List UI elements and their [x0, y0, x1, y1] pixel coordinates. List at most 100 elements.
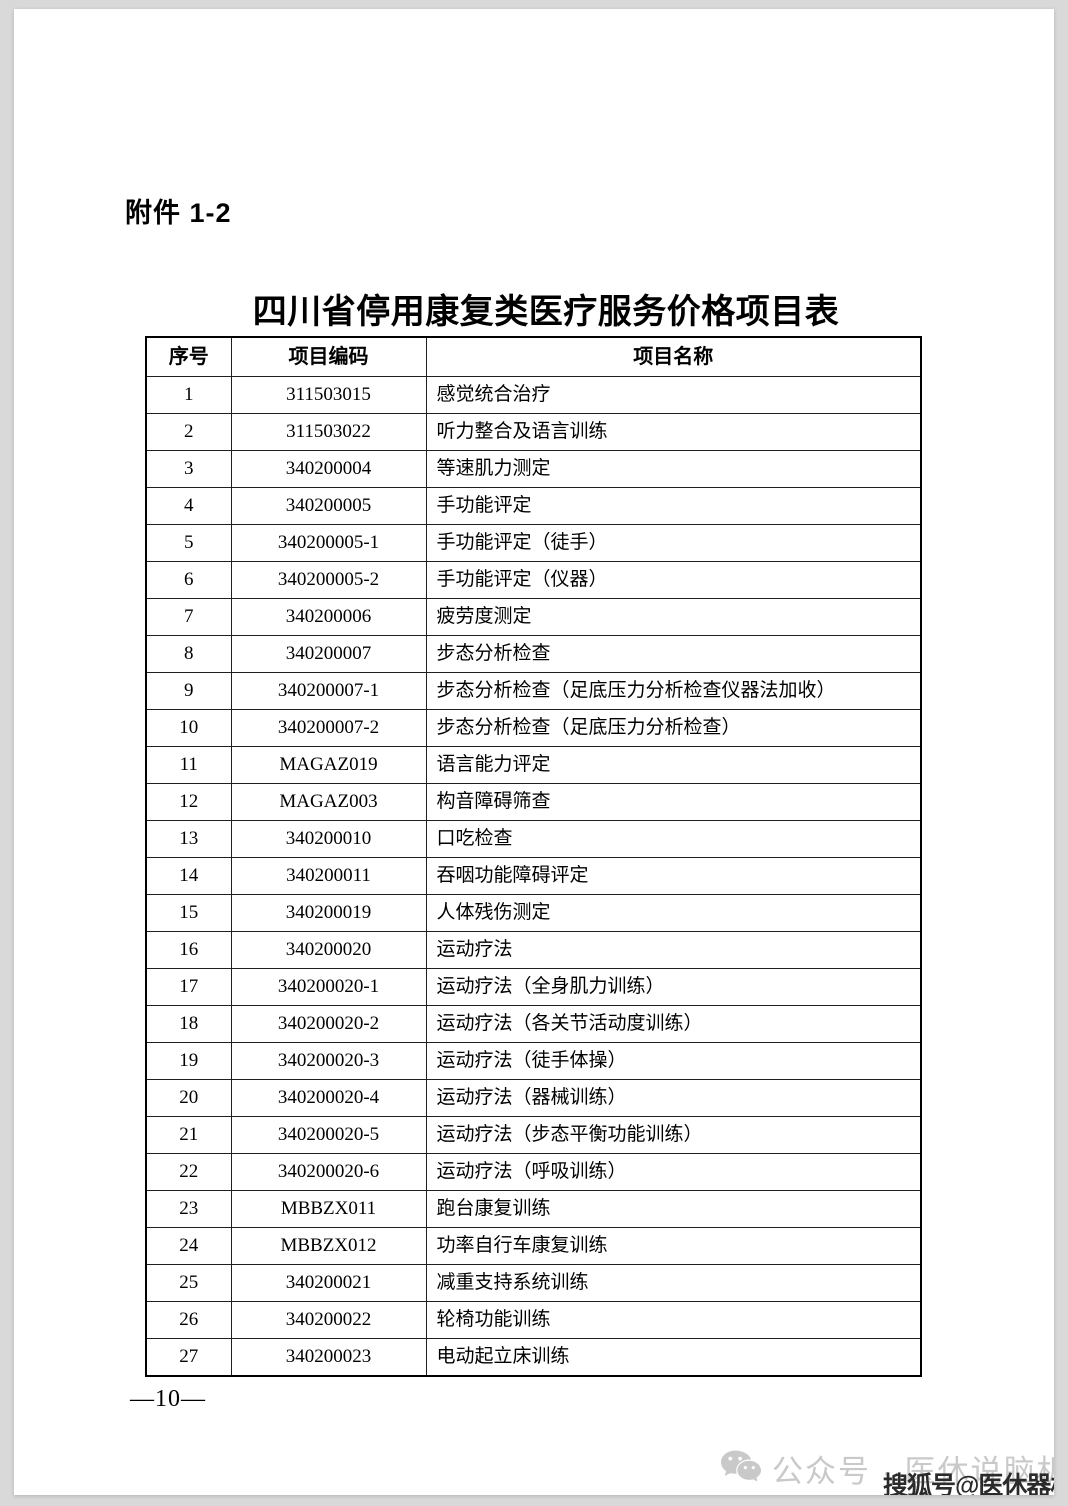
cell-code: 340200019	[230, 894, 427, 932]
cell-name: 功率自行车康复训练	[425, 1227, 922, 1265]
table-row: 21 340200020-5 运动疗法（步态平衡功能训练）	[145, 1116, 922, 1154]
cell-name: 减重支持系统训练	[425, 1264, 922, 1302]
attachment-label: 附件 1-2	[125, 198, 232, 228]
cell-seq: 6	[145, 561, 232, 599]
column-header-seq: 序号	[145, 336, 232, 377]
cell-name: 运动疗法（各关节活动度训练）	[425, 1005, 922, 1043]
cell-seq: 5	[145, 524, 232, 562]
cell-seq: 11	[145, 746, 232, 784]
table-row: 19 340200020-3 运动疗法（徒手体操）	[145, 1042, 922, 1080]
table-row: 8 340200007 步态分析检查	[145, 635, 922, 673]
table-row: 2 311503022 听力整合及语言训练	[145, 413, 922, 451]
cell-seq: 17	[145, 968, 232, 1006]
table-header: 序号 项目编码 项目名称	[145, 336, 922, 377]
cell-seq: 21	[145, 1116, 232, 1154]
cell-seq: 18	[145, 1005, 232, 1043]
cell-name: 运动疗法（徒手体操）	[425, 1042, 922, 1080]
cell-code: 340200020-6	[230, 1153, 427, 1191]
cell-seq: 14	[145, 857, 232, 895]
table-row: 26 340200022 轮椅功能训练	[145, 1301, 922, 1339]
cell-code: MAGAZ003	[230, 783, 427, 821]
cell-seq: 12	[145, 783, 232, 821]
cell-code: MBBZX011	[230, 1190, 427, 1228]
cell-seq: 16	[145, 931, 232, 969]
cell-code: 340200020-3	[230, 1042, 427, 1080]
cell-name: 疲劳度测定	[425, 598, 922, 636]
cell-code: 340200010	[230, 820, 427, 858]
cell-code: 340200020-4	[230, 1079, 427, 1117]
table-row: 24 MBBZX012 功率自行车康复训练	[145, 1227, 922, 1265]
cell-seq: 2	[145, 413, 232, 451]
cell-seq: 26	[145, 1301, 232, 1339]
cell-code: MBBZX012	[230, 1227, 427, 1265]
cell-code: 340200005-2	[230, 561, 427, 599]
table-row: 7 340200006 疲劳度测定	[145, 598, 922, 636]
cell-name: 运动疗法（呼吸训练）	[425, 1153, 922, 1191]
cell-name: 运动疗法（步态平衡功能训练）	[425, 1116, 922, 1154]
wechat-watermark: 公众号 · 医休说脑机	[720, 1446, 1054, 1491]
table-row: 11 MAGAZ019 语言能力评定	[145, 746, 922, 784]
cell-code: 340200004	[230, 450, 427, 488]
cell-code: 311503015	[230, 376, 427, 414]
table-row: 3 340200004 等速肌力测定	[145, 450, 922, 488]
cell-name: 感觉统合治疗	[425, 376, 922, 414]
cell-code: 340200005	[230, 487, 427, 525]
cell-name: 步态分析检查	[425, 635, 922, 673]
cell-code: 340200006	[230, 598, 427, 636]
table-row: 16 340200020 运动疗法	[145, 931, 922, 969]
cell-seq: 7	[145, 598, 232, 636]
cell-code: MAGAZ019	[230, 746, 427, 784]
cell-seq: 10	[145, 709, 232, 747]
cell-seq: 19	[145, 1042, 232, 1080]
cell-name: 跑台康复训练	[425, 1190, 922, 1228]
cell-code: 340200011	[230, 857, 427, 895]
cell-code: 340200021	[230, 1264, 427, 1302]
column-header-name: 项目名称	[425, 336, 922, 377]
table-row: 22 340200020-6 运动疗法（呼吸训练）	[145, 1153, 922, 1191]
sohu-watermark: 搜狐号@医休器械	[883, 1472, 1054, 1495]
cell-code: 340200007-1	[230, 672, 427, 710]
cell-code: 340200022	[230, 1301, 427, 1339]
table-row: 12 MAGAZ003 构音障碍筛查	[145, 783, 922, 821]
cell-seq: 13	[145, 820, 232, 858]
cell-name: 语言能力评定	[425, 746, 922, 784]
table-row: 6 340200005-2 手功能评定（仪器）	[145, 561, 922, 599]
wechat-icon	[720, 1449, 762, 1489]
cell-name: 手功能评定	[425, 487, 922, 525]
cell-code: 340200020-2	[230, 1005, 427, 1043]
table-row: 27 340200023 电动起立床训练	[145, 1338, 922, 1377]
cell-name: 手功能评定（徒手）	[425, 524, 922, 562]
cell-seq: 8	[145, 635, 232, 673]
table-row: 15 340200019 人体残伤测定	[145, 894, 922, 932]
cell-seq: 22	[145, 1153, 232, 1191]
cell-code: 311503022	[230, 413, 427, 451]
table-row: 13 340200010 口吃检查	[145, 820, 922, 858]
table-row: 9 340200007-1 步态分析检查（足底压力分析检查仪器法加收）	[145, 672, 922, 710]
cell-code: 340200020	[230, 931, 427, 969]
cell-name: 运动疗法	[425, 931, 922, 969]
cell-seq: 25	[145, 1264, 232, 1302]
table-row: 1 311503015 感觉统合治疗	[145, 376, 922, 414]
cell-code: 340200020-1	[230, 968, 427, 1006]
table-row: 17 340200020-1 运动疗法（全身肌力训练）	[145, 968, 922, 1006]
table-row: 25 340200021 减重支持系统训练	[145, 1264, 922, 1302]
cell-seq: 15	[145, 894, 232, 932]
cell-code: 340200007	[230, 635, 427, 673]
cell-seq: 20	[145, 1079, 232, 1117]
cell-name: 人体残伤测定	[425, 894, 922, 932]
cell-code: 340200020-5	[230, 1116, 427, 1154]
cell-name: 构音障碍筛查	[425, 783, 922, 821]
cell-code: 340200005-1	[230, 524, 427, 562]
table-header-row: 序号 项目编码 项目名称	[145, 336, 922, 377]
price-item-table: 序号 项目编码 项目名称 1 311503015 感觉统合治疗 2 311503022 听…	[145, 336, 922, 1377]
cell-seq: 23	[145, 1190, 232, 1228]
cell-name: 手功能评定（仪器）	[425, 561, 922, 599]
cell-seq: 24	[145, 1227, 232, 1265]
table-row: 18 340200020-2 运动疗法（各关节活动度训练）	[145, 1005, 922, 1043]
cell-code: 340200023	[230, 1338, 427, 1377]
cell-name: 运动疗法（全身肌力训练）	[425, 968, 922, 1006]
table-body: 1 311503015 感觉统合治疗 2 311503022 听力整合及语言训练 3 3402…	[145, 376, 922, 1377]
cell-name: 轮椅功能训练	[425, 1301, 922, 1339]
table-row: 14 340200011 吞咽功能障碍评定	[145, 857, 922, 895]
